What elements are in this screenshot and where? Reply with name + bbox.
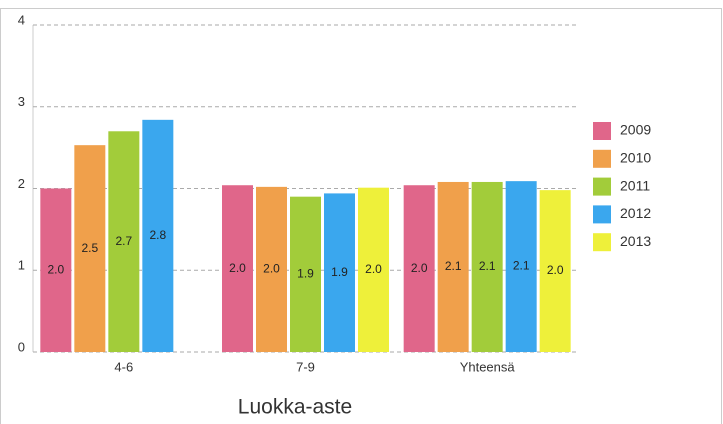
y-tick-label: 4 bbox=[18, 12, 25, 27]
legend-swatch bbox=[593, 205, 611, 224]
bar bbox=[256, 186, 287, 352]
value-label: 1.9 bbox=[331, 265, 348, 279]
value-label: 2.0 bbox=[47, 262, 64, 276]
x-tick-label: 4-6 bbox=[114, 359, 133, 374]
y-tick-label: 2 bbox=[18, 176, 25, 191]
legend-swatch bbox=[593, 122, 611, 140]
value-label: 2.7 bbox=[115, 234, 132, 248]
value-label: 2.5 bbox=[81, 241, 98, 255]
bar bbox=[358, 187, 389, 352]
value-label: 2.1 bbox=[479, 259, 496, 273]
legend-label: 2013 bbox=[620, 233, 651, 249]
legend-swatch bbox=[593, 233, 611, 252]
bar bbox=[437, 181, 469, 352]
bar bbox=[40, 188, 72, 352]
y-tick-label: 1 bbox=[18, 258, 25, 273]
bar bbox=[471, 181, 503, 352]
bar bbox=[403, 185, 435, 352]
value-label: 2.1 bbox=[513, 259, 530, 273]
bar bbox=[108, 131, 140, 352]
x-axis-label: Luokka-aste bbox=[238, 396, 352, 419]
y-tick-label: 3 bbox=[18, 94, 25, 109]
legend-swatch bbox=[593, 177, 611, 196]
legend-swatch bbox=[593, 149, 611, 168]
y-tick-label: 0 bbox=[18, 339, 25, 354]
legend-label: 2011 bbox=[620, 177, 650, 193]
bar bbox=[505, 181, 537, 352]
legend-label: 2009 bbox=[620, 122, 651, 138]
legend-label: 2010 bbox=[620, 150, 651, 166]
value-label: 2.0 bbox=[547, 263, 564, 277]
bar bbox=[142, 119, 174, 352]
bar bbox=[74, 145, 106, 352]
bar bbox=[539, 190, 571, 352]
bar bbox=[222, 185, 253, 352]
value-label: 2.0 bbox=[411, 261, 428, 275]
value-label: 2.0 bbox=[365, 262, 382, 276]
bar bbox=[324, 193, 355, 352]
frame bbox=[0, 8, 722, 424]
value-label: 2.0 bbox=[229, 261, 246, 275]
x-tick-label: Yhteensä bbox=[460, 359, 516, 374]
value-label: 2.1 bbox=[445, 259, 462, 273]
value-label: 2.0 bbox=[263, 262, 280, 276]
legend-label: 2012 bbox=[620, 205, 651, 221]
x-tick-label: 7-9 bbox=[296, 359, 315, 374]
bar bbox=[290, 196, 321, 352]
value-label: 1.9 bbox=[297, 267, 314, 281]
value-label: 2.8 bbox=[149, 228, 166, 242]
